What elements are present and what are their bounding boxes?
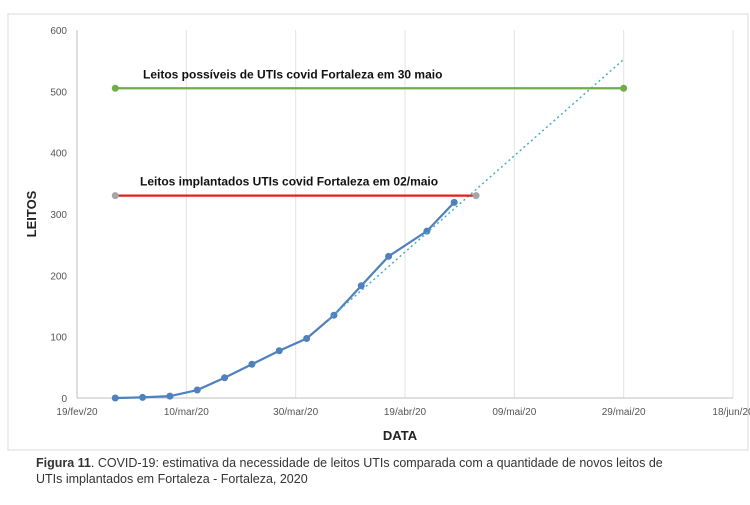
data-point bbox=[275, 347, 283, 355]
y-tick-label: 0 bbox=[61, 394, 67, 405]
data-point bbox=[248, 360, 256, 368]
x-tick-label: 29/mai/20 bbox=[602, 407, 646, 418]
data-point bbox=[620, 84, 628, 92]
x-axis-label: DATA bbox=[383, 428, 418, 443]
y-tick-label: 200 bbox=[50, 271, 67, 282]
x-tick-label: 19/fev/20 bbox=[56, 407, 98, 418]
data-point bbox=[221, 374, 229, 382]
caption-text: . COVID-19: estimativa da necessidade de… bbox=[91, 456, 663, 470]
caption-label: Figura 11 bbox=[36, 456, 91, 470]
y-tick-label: 300 bbox=[50, 210, 67, 221]
x-tick-label: 19/abr/20 bbox=[384, 407, 427, 418]
data-point bbox=[193, 386, 201, 394]
annotation: Leitos implantados UTIs covid Fortaleza … bbox=[140, 175, 438, 189]
x-tick-label: 09/mai/20 bbox=[492, 407, 536, 418]
series-line bbox=[327, 58, 625, 321]
x-tick-label: 30/mar/20 bbox=[273, 407, 318, 418]
data-point bbox=[303, 335, 311, 343]
y-tick-label: 600 bbox=[50, 26, 67, 37]
x-tick-label: 10/mar/20 bbox=[164, 407, 209, 418]
caption-text: UTIs implantados em Fortaleza - Fortalez… bbox=[36, 472, 308, 486]
data-point bbox=[385, 252, 393, 260]
data-point bbox=[357, 282, 365, 290]
y-axis-label: LEITOS bbox=[24, 190, 39, 237]
x-tick-label: 18/jun/20 bbox=[712, 407, 750, 418]
data-point bbox=[111, 394, 119, 402]
y-tick-label: 100 bbox=[50, 333, 67, 344]
data-point bbox=[111, 192, 119, 200]
y-tick-label: 500 bbox=[50, 87, 67, 98]
caption: Figura 11. COVID-19: estimativa da neces… bbox=[36, 456, 663, 470]
data-point bbox=[166, 392, 174, 400]
annotation: Leitos possíveis de UTIs covid Fortaleza… bbox=[143, 67, 442, 81]
data-point bbox=[472, 192, 480, 200]
data-point bbox=[111, 84, 119, 92]
data-point bbox=[450, 198, 458, 206]
data-point bbox=[139, 393, 147, 401]
y-tick-label: 400 bbox=[50, 149, 67, 160]
data-point bbox=[423, 227, 431, 235]
